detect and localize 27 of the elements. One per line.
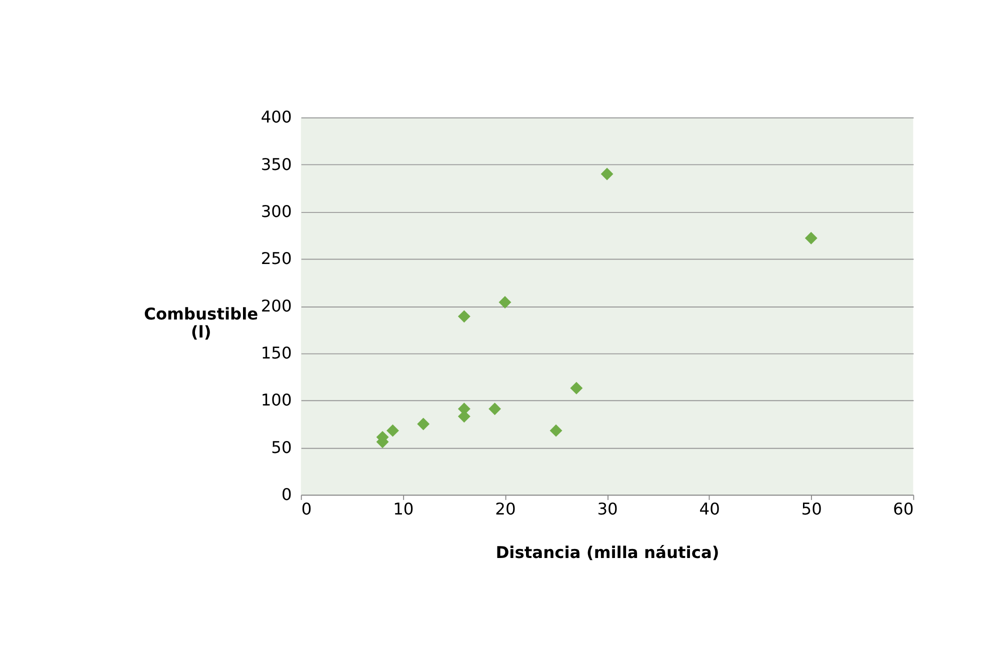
x-tick-label: 10: [393, 499, 414, 518]
x-axis-title: Distancia (milla náutica): [496, 543, 720, 562]
point: [600, 168, 614, 180]
y-tick-label: 50: [271, 438, 292, 457]
y-axis-title: Combustible (l): [144, 304, 258, 342]
y-tick-label: 350: [260, 154, 292, 174]
x-tick-label: 0: [301, 499, 312, 518]
x-tick-label: 40: [699, 499, 720, 518]
point: [804, 232, 818, 244]
y-tick-label: 400: [260, 108, 292, 127]
point: [498, 296, 512, 309]
y-tick-label: 100: [260, 390, 292, 410]
point: [417, 418, 430, 430]
x-tick-label: 30: [597, 499, 618, 518]
point: [550, 424, 562, 437]
y-tick-label: 300: [260, 202, 292, 221]
x-tick-label: 60: [893, 499, 914, 518]
point: [458, 310, 470, 323]
x-tick-label: 20: [495, 499, 516, 518]
point: [386, 424, 399, 437]
y-tick-label: 250: [260, 249, 292, 268]
y-tick-label: 200: [260, 296, 292, 316]
point: [488, 402, 502, 416]
x-tick-label: 50: [801, 499, 822, 518]
y-tick-label: 0: [281, 484, 292, 504]
point: [570, 382, 583, 394]
y-tick-label: 150: [260, 343, 292, 362]
